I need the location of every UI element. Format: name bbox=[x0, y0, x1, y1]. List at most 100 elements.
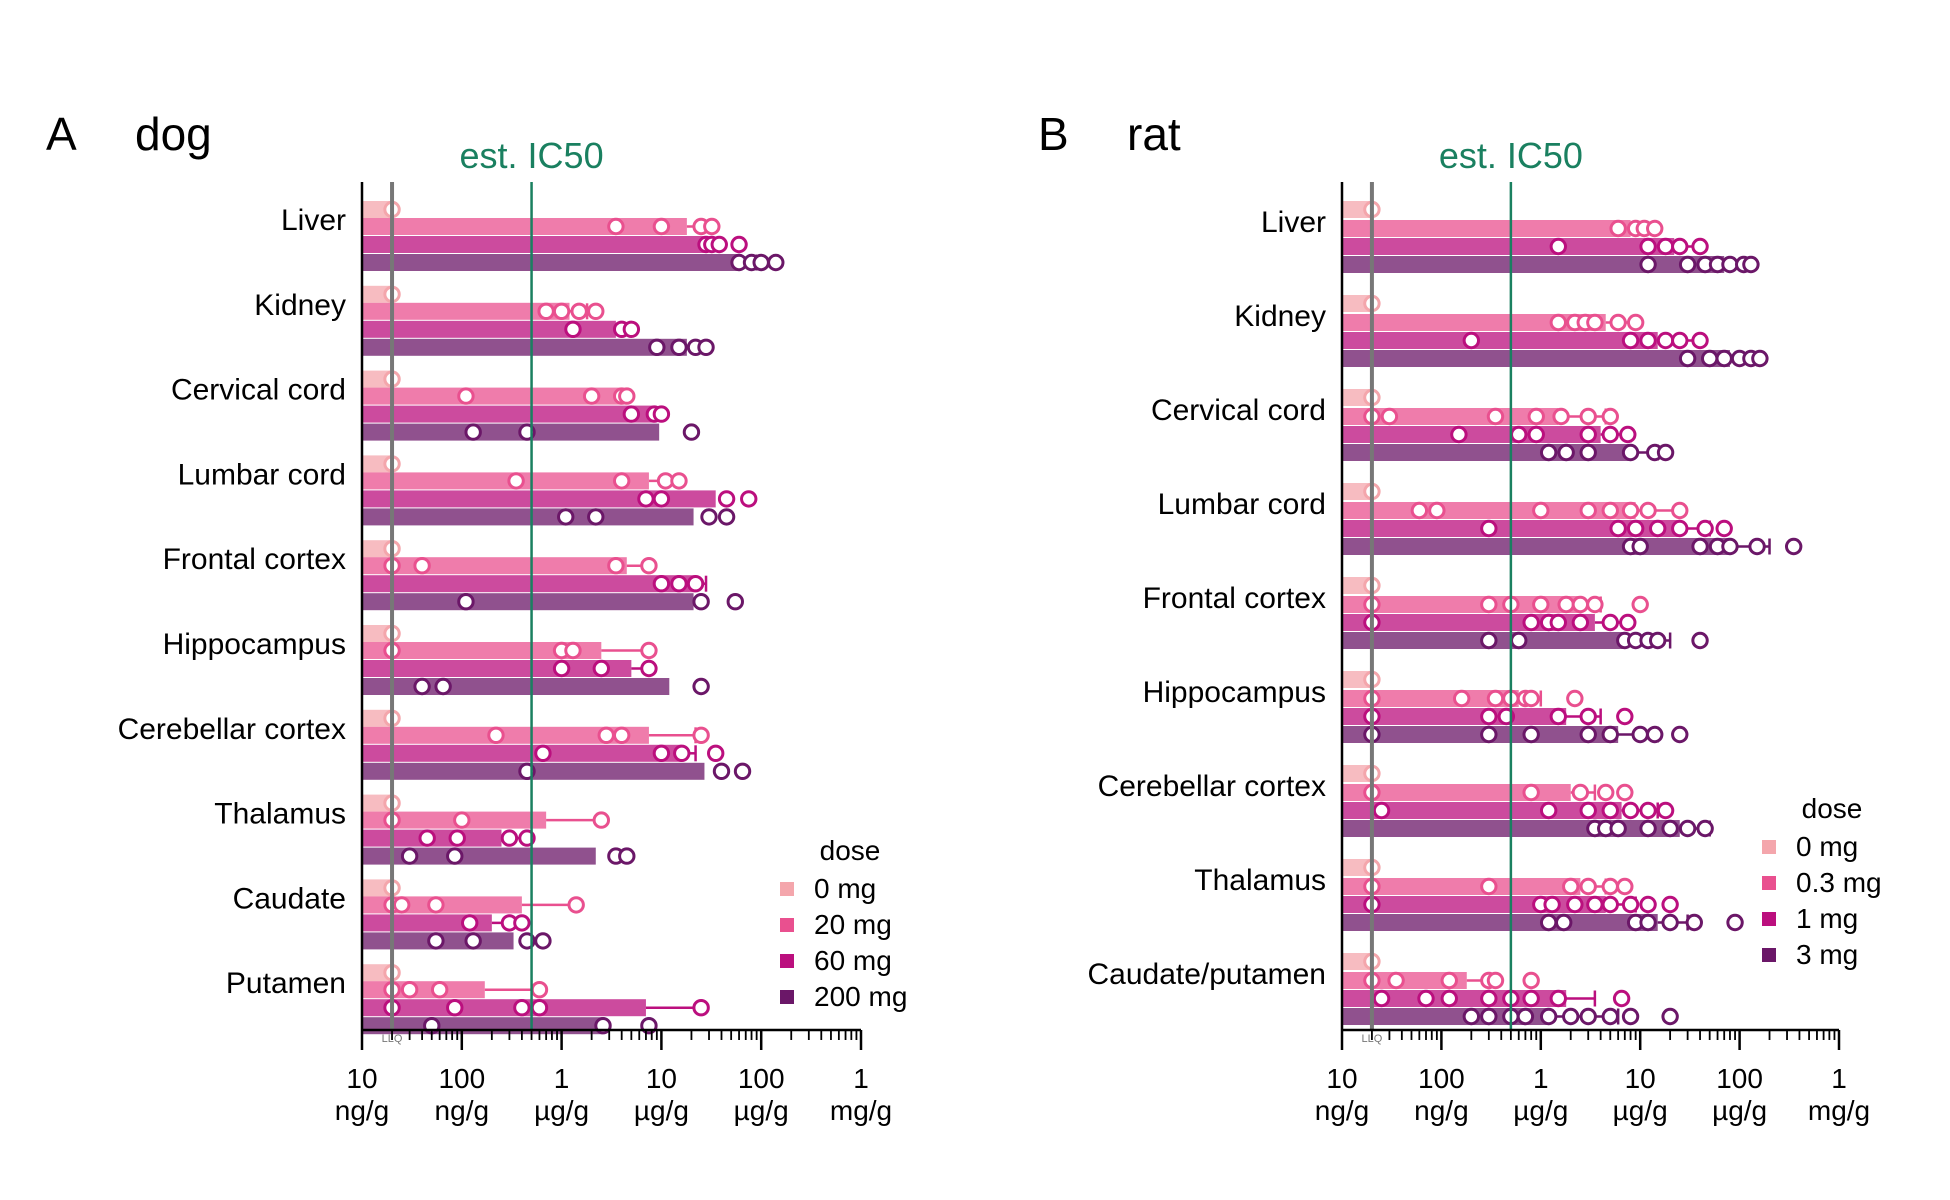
panel-letter: A bbox=[46, 108, 77, 160]
data-point bbox=[400, 847, 419, 865]
x-tick-unit: µg/g bbox=[1712, 1095, 1767, 1126]
data-point bbox=[1462, 331, 1481, 350]
x-tick-unit: µg/g bbox=[534, 1095, 589, 1126]
category-label: Thalamus bbox=[214, 798, 346, 831]
legend-label: 0.3 mg bbox=[1796, 867, 1882, 898]
data-point bbox=[1557, 595, 1575, 614]
bar-group: Cerebellar cortex bbox=[1098, 764, 1714, 838]
data-point bbox=[1784, 537, 1803, 556]
data-point bbox=[1691, 631, 1709, 650]
data-point bbox=[1700, 349, 1719, 368]
data-point bbox=[1522, 971, 1540, 990]
data-point bbox=[1480, 519, 1498, 538]
data-point bbox=[513, 999, 531, 1017]
data-point bbox=[570, 302, 588, 320]
bar bbox=[1342, 1008, 1549, 1025]
bar bbox=[362, 575, 696, 593]
bar-group: Thalamus bbox=[214, 794, 636, 865]
data-point bbox=[557, 508, 575, 526]
data-point bbox=[1480, 631, 1498, 650]
data-point bbox=[618, 847, 636, 865]
bar-group: Kidney bbox=[1234, 294, 1769, 368]
ic50-label: est. IC50 bbox=[460, 135, 604, 176]
bar-group: Lumbar cord bbox=[178, 455, 758, 526]
legend-label: 60 mg bbox=[814, 945, 892, 976]
data-point bbox=[552, 302, 571, 320]
data-point bbox=[692, 593, 710, 611]
bar bbox=[362, 914, 492, 932]
data-point bbox=[1696, 819, 1714, 838]
data-point bbox=[1661, 895, 1679, 914]
bar bbox=[1342, 238, 1675, 255]
bar bbox=[362, 1017, 604, 1035]
data-point bbox=[1522, 689, 1540, 708]
bar bbox=[362, 593, 694, 611]
data-point bbox=[686, 575, 705, 593]
legend-swatch bbox=[780, 990, 794, 1004]
data-point bbox=[706, 744, 725, 762]
data-point bbox=[1601, 407, 1619, 426]
data-point bbox=[1661, 913, 1679, 932]
bar bbox=[362, 981, 485, 999]
data-point bbox=[1579, 725, 1597, 744]
data-point bbox=[1601, 501, 1619, 520]
data-point bbox=[1621, 1007, 1640, 1026]
data-point bbox=[1678, 255, 1697, 274]
data-point bbox=[582, 387, 601, 405]
data-point bbox=[448, 829, 466, 847]
data-point bbox=[1440, 971, 1458, 990]
data-point bbox=[1639, 913, 1657, 932]
data-point bbox=[730, 235, 748, 254]
data-point bbox=[612, 472, 631, 490]
legend-swatch bbox=[780, 918, 794, 932]
bar bbox=[362, 338, 687, 356]
category-label: Hippocampus bbox=[163, 628, 346, 661]
data-point bbox=[1609, 313, 1627, 332]
data-point bbox=[1522, 783, 1540, 802]
data-point bbox=[1579, 425, 1597, 444]
data-point bbox=[1532, 501, 1550, 520]
data-point bbox=[1480, 595, 1498, 614]
data-point bbox=[1691, 331, 1709, 350]
data-point bbox=[717, 490, 736, 508]
x-tick-label: 1 bbox=[853, 1063, 869, 1094]
data-point bbox=[752, 253, 770, 272]
data-point bbox=[1549, 989, 1568, 1008]
data-point bbox=[446, 999, 464, 1017]
data-point bbox=[427, 932, 445, 950]
data-point bbox=[457, 387, 475, 405]
x-tick-label: 100 bbox=[1418, 1063, 1465, 1094]
data-point bbox=[1462, 1007, 1481, 1026]
x-tick-unit: mg/g bbox=[830, 1095, 892, 1126]
data-point bbox=[640, 641, 658, 660]
x-tick-unit: ng/g bbox=[1315, 1095, 1370, 1126]
data-point bbox=[1516, 1007, 1535, 1026]
data-point bbox=[418, 829, 436, 847]
data-point bbox=[622, 320, 641, 338]
data-point bbox=[1562, 877, 1580, 896]
data-point bbox=[740, 490, 758, 508]
data-point bbox=[1639, 501, 1657, 520]
data-point bbox=[1609, 219, 1627, 238]
bar bbox=[362, 490, 716, 508]
x-tick-label: 100 bbox=[738, 1063, 785, 1094]
data-point bbox=[1597, 783, 1615, 802]
data-point bbox=[1522, 613, 1540, 632]
bar-group: Frontal cortex bbox=[163, 540, 744, 611]
data-point bbox=[453, 811, 471, 829]
bar bbox=[1342, 784, 1571, 801]
category-label: Putamen bbox=[226, 967, 346, 1000]
data-point bbox=[1549, 313, 1568, 332]
category-label: Cerebellar cortex bbox=[118, 713, 346, 746]
data-point bbox=[1522, 989, 1540, 1008]
data-point bbox=[1480, 707, 1498, 726]
data-point bbox=[1510, 631, 1528, 650]
data-point bbox=[1601, 877, 1619, 896]
bar bbox=[362, 302, 570, 320]
bar-group: Hippocampus bbox=[163, 624, 710, 696]
x-tick-label: 10 bbox=[346, 1063, 377, 1094]
bar bbox=[362, 405, 655, 423]
data-point bbox=[1726, 913, 1744, 932]
data-point bbox=[640, 557, 658, 575]
data-point bbox=[430, 981, 449, 999]
